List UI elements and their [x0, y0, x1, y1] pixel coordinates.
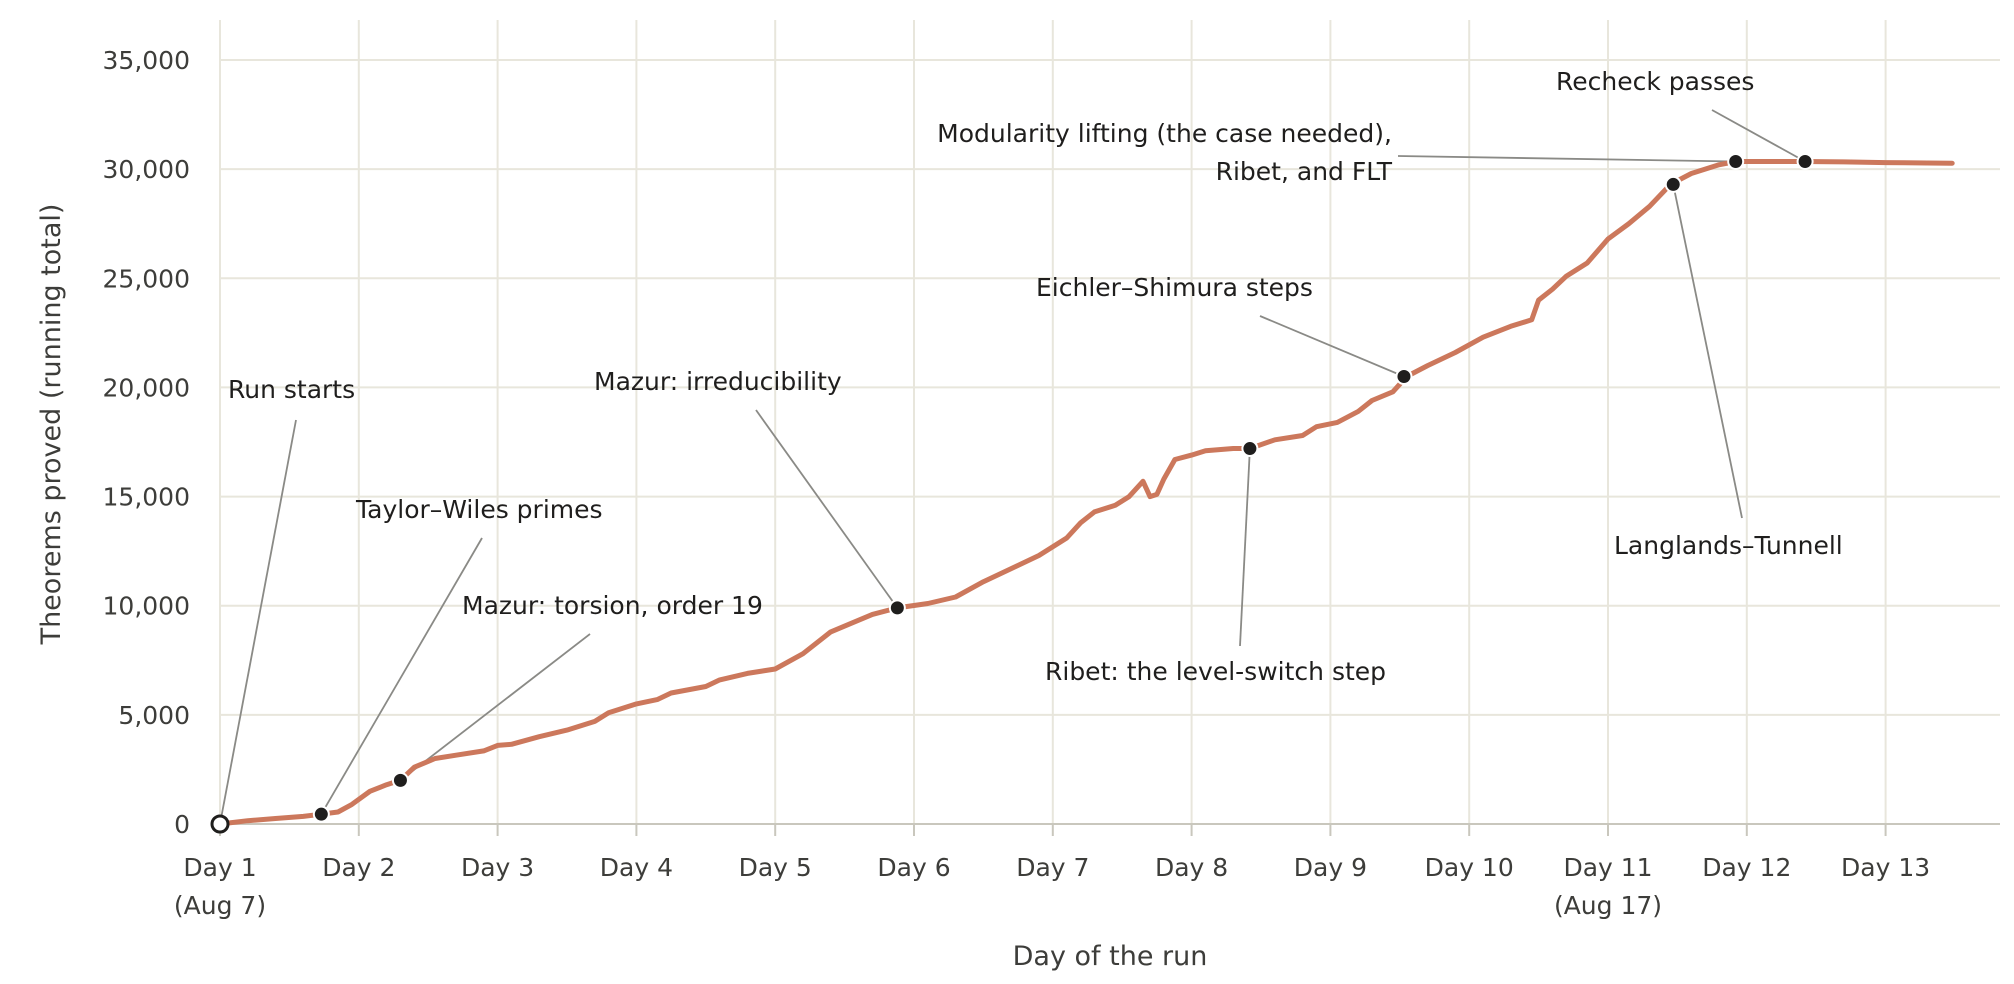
x-tick-label: Day 5 [739, 853, 812, 882]
annotation-leader [1259, 315, 1405, 378]
annotation-marker [1664, 175, 1682, 193]
x-tick-label: Day 6 [877, 853, 950, 882]
y-tick-label: 5,000 [118, 701, 190, 730]
annotation-marker [210, 814, 230, 834]
annotation-label: Langlands–Tunnell [1614, 531, 1843, 560]
annotation-leader [1672, 184, 1743, 519]
x-tick-label: Day 10 [1425, 853, 1514, 882]
annotation-leader [219, 419, 297, 825]
annotation-labels: Run starts Taylor–Wiles primes Mazur: tors… [228, 67, 1843, 686]
x-tick-label: Day 4 [600, 853, 673, 882]
x-axis-title: Day of the run [1013, 941, 1208, 972]
y-tick-label: 25,000 [103, 264, 190, 293]
x-tick-label: Day 13 [1841, 853, 1930, 882]
x-tick-label: Day 1 [183, 853, 256, 882]
x-tick-sublabel: (Aug 17) [1554, 891, 1662, 920]
annotation-marker [1796, 153, 1814, 171]
annotation-label: Taylor–Wiles primes [355, 495, 603, 524]
annotation-label: Mazur: irreducibility [594, 367, 842, 396]
y-tick-label: 30,000 [103, 155, 190, 184]
y-tick-label: 10,000 [103, 592, 190, 621]
series-line [217, 159, 1955, 827]
annotation-marker [1241, 440, 1259, 458]
annotation-leaders [219, 109, 1806, 825]
x-tick-label: Day 3 [461, 853, 534, 882]
y-tick-label: 20,000 [103, 373, 190, 402]
y-tick-label: 35,000 [103, 46, 190, 75]
annotation-marker [1395, 368, 1413, 386]
annotation-label: Run starts [228, 375, 355, 404]
x-axis-ticks: Day 1 (Aug 7) Day 2 Day 3 Day 4 Day 5 Day 6 Day… [174, 824, 1930, 920]
x-tick-label: Day 9 [1294, 853, 1367, 882]
grid [219, 20, 2000, 824]
annotation-leader [1711, 109, 1806, 163]
annotation-leader [1397, 155, 1736, 163]
annotation-leader [399, 633, 591, 782]
annotation-label: Recheck passes [1556, 67, 1754, 96]
x-tick-sublabel: (Aug 7) [174, 891, 266, 920]
annotation-markers [210, 153, 1814, 834]
annotation-marker [888, 599, 906, 617]
annotation-label: Modularity lifting (the case needed), [937, 119, 1392, 148]
x-tick-label: Day 8 [1155, 853, 1228, 882]
x-tick-label: Day 11 [1563, 853, 1652, 882]
annotation-leader [755, 409, 899, 609]
x-tick-label: Day 12 [1702, 853, 1791, 882]
annotation-label: Eichler–Shimura steps [1036, 273, 1313, 302]
annotation-marker [1727, 153, 1745, 171]
annotation-leader [1239, 448, 1251, 647]
y-tick-label: 15,000 [103, 483, 190, 512]
y-axis-title: Theorems proved (running total) [36, 204, 67, 646]
annotation-label: Ribet, and FLT [1216, 157, 1393, 186]
y-axis-ticks: 0 5,000 10,000 15,000 20,000 25,000 30,000 35,0… [103, 46, 190, 839]
y-tick-label: 0 [174, 810, 190, 839]
annotation-label: Ribet: the level-switch step [1045, 657, 1386, 686]
annotation-marker [312, 805, 330, 823]
annotation-marker [391, 771, 409, 789]
annotation-label: Mazur: torsion, order 19 [462, 591, 763, 620]
x-tick-label: Day 2 [322, 853, 395, 882]
x-tick-label: Day 7 [1016, 853, 1089, 882]
annotation-leader [320, 537, 483, 815]
